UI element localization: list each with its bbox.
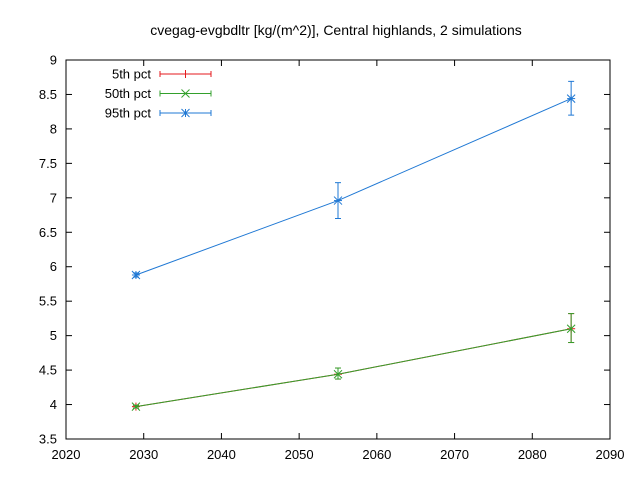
plot-border (65, 59, 611, 440)
legend-marker (181, 70, 190, 78)
x-tick-label: 2050 (285, 447, 314, 462)
y-tick-label: 9 (50, 53, 57, 68)
series-line (135, 328, 572, 408)
x-tick-label: 2040 (207, 447, 236, 462)
x-tick-label: 2060 (362, 447, 391, 462)
y-tick-label: 7.5 (39, 156, 57, 171)
plot-area: 2020 2030 2040 2050 2060 2070 2080 2090 3.5 4 4.5 5… (39, 53, 625, 463)
data-point (131, 402, 141, 411)
legend-label: 5th pct (112, 67, 151, 82)
y-tick-label: 4 (50, 397, 57, 412)
series-95th-pct (131, 80, 576, 280)
x-tick-label: 2080 (518, 447, 547, 462)
series-line (135, 328, 572, 408)
series-line (135, 98, 572, 276)
series-50th-pct (131, 313, 576, 411)
series-5th-pct (131, 313, 576, 411)
x-tick-label: 2020 (52, 447, 81, 462)
y-tick-label: 6.5 (39, 225, 57, 240)
y-tick-label: 7 (50, 190, 57, 205)
y-tick-label: 8.5 (39, 87, 57, 102)
y-tick-label: 5.5 (39, 294, 57, 309)
legend-item: 95th pct (105, 106, 212, 121)
chart-title: cvegag-evgbdltr [kg/(m^2)], Central high… (150, 22, 522, 38)
legend-label: 95th pct (105, 106, 152, 121)
y-tick-label: 4.5 (39, 363, 57, 378)
data-point (131, 270, 141, 280)
legend-marker (181, 89, 190, 98)
x-tick-label: 2030 (129, 447, 158, 462)
y-tick-label: 3.5 (39, 432, 57, 447)
y-tick-label: 8 (50, 121, 57, 136)
legend-label: 50th pct (105, 86, 152, 101)
x-tick-label: 2090 (596, 447, 625, 462)
data-point (333, 196, 343, 205)
data-point (333, 369, 343, 379)
data-point (566, 324, 576, 334)
legend: 5th pct 50th pct 95th pct (105, 67, 212, 121)
y-tick-label: 5 (50, 328, 57, 343)
y-tick-label: 6 (50, 259, 57, 274)
legend-item: 50th pct (105, 86, 212, 101)
x-tick-label: 2070 (440, 447, 469, 462)
legend-marker (181, 108, 190, 118)
legend-item: 5th pct (112, 67, 212, 82)
data-point (566, 94, 576, 103)
